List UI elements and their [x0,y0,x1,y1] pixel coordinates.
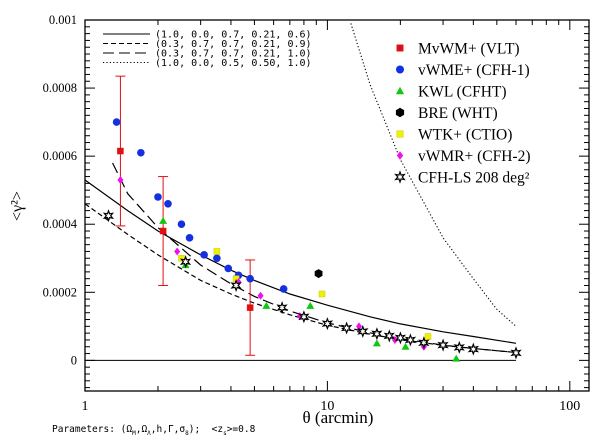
model-curve-2 [84,203,517,354]
model-legend-label: (1.0, 0.0, 0.5, 0.50, 1.0) [155,58,312,69]
data-point [357,324,369,338]
y-tick-label: 0.0006 [43,149,77,163]
data-point [372,339,381,347]
data-point [179,255,192,269]
model-legend-label: (0.3, 0.7, 0.7, 0.21, 1.0) [155,49,312,60]
model-curve-1 [84,179,517,344]
data-point [112,118,121,126]
model-legend-label: (1.0, 0.0, 0.7, 0.21, 0.6) [155,30,312,41]
data-point [159,216,168,224]
data-point [452,354,461,362]
x-tick-label: 100 [559,399,580,414]
data-point [394,331,406,345]
data-point [298,310,310,324]
y-tick-label: 0.001 [49,13,77,27]
axis-ticks [84,20,589,391]
data-point [213,254,221,263]
data-point [371,327,383,341]
legend-marker [396,44,404,52]
data-point [279,285,288,293]
legend-label: WTK+ (CTIO) [418,127,512,144]
data-point [257,291,264,300]
plot-frame [84,19,590,392]
data-point [314,269,323,279]
data-point [102,209,115,223]
data-point [230,279,242,292]
data-point [137,148,145,157]
legend-label: MvWM+ (VLT) [418,41,520,58]
model-legend-label: (0.3, 0.7, 0.7, 0.21, 0.9) [155,39,312,50]
data-point [177,220,186,229]
data-point [117,147,124,155]
data-point [383,329,395,343]
data-point [424,333,432,340]
data-point [164,199,172,208]
model-legend: (1.0, 0.0, 0.7, 0.21, 0.6)(0.3, 0.7, 0.7… [103,30,312,69]
footer-parameters: Parameters: (ΩM,ΩΛ,h,Γ,σ8); <zs>=0.8 [52,424,255,437]
data-point [159,227,167,235]
x-tick-label: 10 [320,399,334,414]
footer-params: (ΩM,ΩΛ,h,Γ,σ8); <zs>=0.8 [120,424,256,437]
legend-marker [396,130,404,138]
data-point [246,304,254,311]
legend-marker [394,170,406,184]
data-point [318,290,326,298]
data-point [200,251,208,259]
x-tick-label: 1 [82,399,89,414]
model-curve-4 [350,23,517,327]
data-point [453,340,465,354]
data-point [117,175,124,184]
plot-frame-rect [84,19,590,392]
data-point [185,234,194,242]
legend-label: BRE (WHT) [418,105,498,122]
data-point [246,274,254,283]
x-axis-label: θ (arcmin) [303,408,374,427]
y-tick-label: 0.0002 [43,285,77,299]
data-point [174,247,181,256]
data-points [102,118,522,362]
legend-label: vWMR+ (CFH-2) [418,148,531,165]
legend-marker [395,107,405,118]
data-point [306,301,315,309]
footer-prefix: Parameters: [52,424,121,435]
data-point [467,342,480,356]
data-point [154,193,162,201]
data-point [340,321,353,335]
data-point [404,333,417,347]
legend-marker [396,65,404,74]
y-tick-label: 0.0008 [43,81,77,95]
y-axis-label: <γ²> [9,191,26,221]
legend-label: vWME+ (CFH-1) [418,62,530,79]
y-tick-label: 0.0004 [43,217,78,231]
legend-label: CFH-LS 208 deg² [418,170,530,187]
data-point [321,317,334,331]
legend-label: KWL (CFHT) [418,84,507,101]
data-point [276,301,288,315]
tick-labels: 1 10 100 0 0.0002 0.0004 0.0006 0.0008 0.001 [43,13,581,414]
data-point [401,342,410,350]
legend-marker [396,151,404,160]
data-point [213,248,221,255]
legend-marker [395,86,405,95]
data-point [437,338,449,352]
data-point [262,301,271,309]
data-point [224,264,233,273]
data-point [510,346,522,360]
series-legend: MvWM+ (VLT) vWME+ (CFH-1) KWL (CFHT) BRE (W… [394,41,531,187]
data-point [418,336,430,350]
y-tick-label: 0 [71,353,77,367]
axis-labels: θ (arcmin) <γ²> [9,191,373,427]
